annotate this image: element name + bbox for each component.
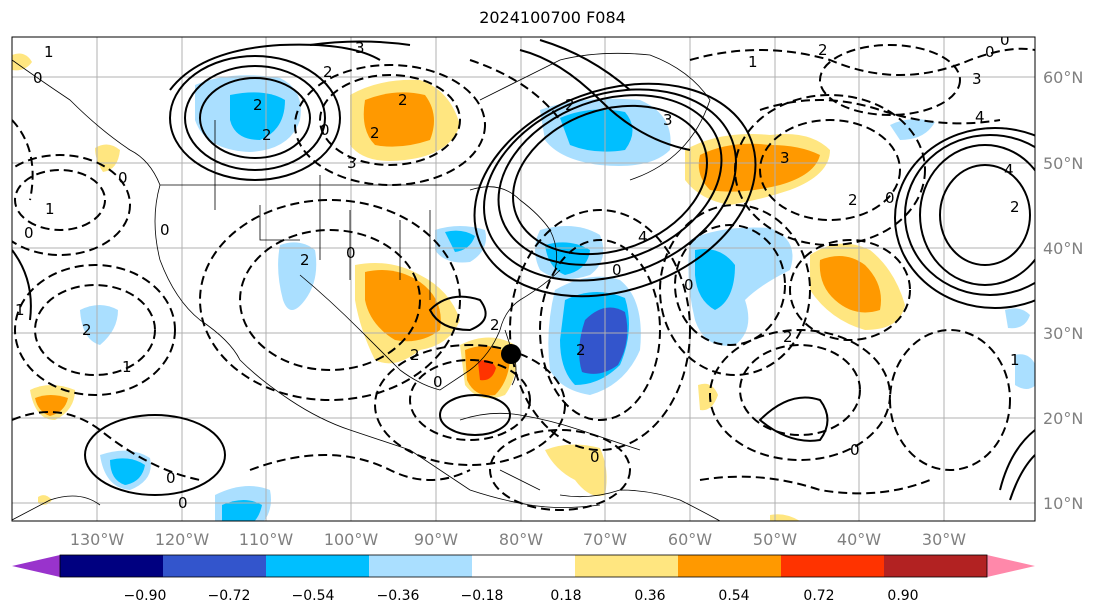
- colorbar-tick-label: 0.54: [718, 588, 749, 604]
- contour-label: 3: [780, 149, 790, 167]
- colorbar-tick-label: 0.90: [887, 588, 918, 604]
- contour-label: 1: [1010, 351, 1020, 369]
- colorbar-segment: [884, 555, 988, 577]
- colorbar-tick-label: −0.54: [292, 588, 335, 604]
- colorbar-tick-label: 0.18: [550, 588, 581, 604]
- contour-label: 1: [748, 53, 758, 71]
- contour-label: 0: [166, 469, 176, 487]
- colorbar-segment: [266, 555, 370, 577]
- latitude-label: 10°N: [1043, 494, 1083, 513]
- colorbar-tick-label: −0.36: [377, 588, 420, 604]
- contour-labels: 1 0 2 3 2 2 0 3 2 2 2 0 1 0 0 2 1 1 2 0 …: [15, 31, 1020, 512]
- contour-label: 0: [24, 224, 34, 242]
- contour-label: 2: [1010, 198, 1020, 216]
- colorbar-tick-label: −0.18: [461, 588, 504, 604]
- contour-label: 4: [975, 108, 985, 126]
- contour-label: 0: [178, 494, 188, 512]
- colorbar-segment: [575, 555, 679, 577]
- contour-label: 4: [1004, 161, 1014, 179]
- latitude-label: 60°N: [1043, 68, 1083, 87]
- contour-label: 2: [262, 126, 272, 144]
- longitude-axis: 130°W 120°W 110°W 100°W 90°W 80°W 70°W 6…: [70, 530, 966, 549]
- latitude-label: 40°N: [1043, 239, 1083, 258]
- contour-label: 2: [253, 96, 263, 114]
- contour-label: 2: [82, 321, 92, 339]
- contour-label: 0: [850, 441, 860, 459]
- contour-label: 2: [565, 96, 575, 114]
- contour-label: 4: [638, 228, 648, 246]
- contour-label: 0: [160, 221, 170, 239]
- colorbar-tick-label: −0.72: [208, 588, 251, 604]
- colorbar: −0.90 −0.72 −0.54 −0.36 −0.18 0.18 0.36 …: [12, 554, 1035, 604]
- contour-label: 1: [15, 301, 25, 319]
- contours-positive: [12, 39, 1035, 501]
- longitude-label: 50°W: [753, 530, 797, 549]
- colorbar-segment: [781, 555, 885, 577]
- anomaly-shading: [12, 53, 1035, 521]
- longitude-label: 120°W: [155, 530, 210, 549]
- contour-label: 0: [590, 448, 600, 466]
- colorbar-tick-label: 0.72: [803, 588, 834, 604]
- contour-label: 3: [972, 70, 982, 88]
- colorbar-segments: [60, 555, 988, 577]
- longitude-label: 60°W: [668, 530, 712, 549]
- contours-negative: [12, 44, 1035, 511]
- contour-label: 0: [985, 43, 995, 61]
- longitude-label: 90°W: [414, 530, 458, 549]
- colorbar-max-extension: [987, 555, 1035, 577]
- colorbar-tick-label: −0.90: [124, 588, 167, 604]
- contour-label: 2: [410, 346, 420, 364]
- latitude-label: 20°N: [1043, 409, 1083, 428]
- latitude-label: 50°N: [1043, 154, 1083, 173]
- contour-label: 2: [848, 191, 858, 209]
- colorbar-ticks: −0.90 −0.72 −0.54 −0.36 −0.18 0.18 0.36 …: [124, 588, 919, 604]
- contour-label: 3: [355, 39, 365, 57]
- longitude-label: 100°W: [324, 530, 379, 549]
- longitude-label: 40°W: [837, 530, 881, 549]
- coastlines: [12, 52, 721, 521]
- contour-label: 3: [347, 154, 357, 172]
- contour-label: 2: [576, 341, 586, 359]
- contour-label: 2: [818, 41, 828, 59]
- latitude-axis: 60°N 50°N 40°N 30°N 20°N 10°N: [1043, 68, 1083, 513]
- contour-label: 0: [320, 121, 330, 139]
- contour-label: 0: [346, 244, 356, 262]
- colorbar-segment: [472, 555, 576, 577]
- contour-label: 0: [33, 69, 43, 87]
- storm-center-marker: [501, 344, 521, 364]
- contour-label: 2: [783, 328, 793, 346]
- colorbar-outline: [59, 554, 988, 578]
- contour-label: 2: [323, 63, 333, 81]
- longitude-label: 80°W: [499, 530, 543, 549]
- contour-label: 0: [612, 261, 622, 279]
- contour-label: 2: [370, 124, 380, 142]
- contour-label: 1: [122, 358, 132, 376]
- contour-label: 0: [1000, 31, 1010, 49]
- contour-label: 2: [490, 316, 500, 334]
- map-frame: [11, 36, 1036, 522]
- colorbar-segment: [678, 555, 782, 577]
- contour-label: 1: [45, 200, 55, 218]
- contour-label: 0: [885, 189, 895, 207]
- contour-label: 0: [118, 169, 128, 187]
- colorbar-min-extension: [12, 555, 60, 577]
- contour-label: 0: [433, 373, 443, 391]
- contour-label: 3: [663, 111, 673, 129]
- colorbar-segment: [369, 555, 473, 577]
- contour-label: 2: [398, 91, 408, 109]
- contour-label: 1: [44, 43, 54, 61]
- latitude-label: 30°N: [1043, 324, 1083, 343]
- colorbar-segment: [163, 555, 267, 577]
- contour-label: 0: [684, 276, 694, 294]
- contour-label: 2: [300, 251, 310, 269]
- longitude-label: 110°W: [239, 530, 294, 549]
- colorbar-tick-label: 0.36: [634, 588, 665, 604]
- map-title: 2024100700 F084: [479, 8, 626, 27]
- longitude-label: 70°W: [583, 530, 627, 549]
- longitude-label: 130°W: [70, 530, 125, 549]
- longitude-label: 30°W: [922, 530, 966, 549]
- colorbar-segment: [60, 555, 164, 577]
